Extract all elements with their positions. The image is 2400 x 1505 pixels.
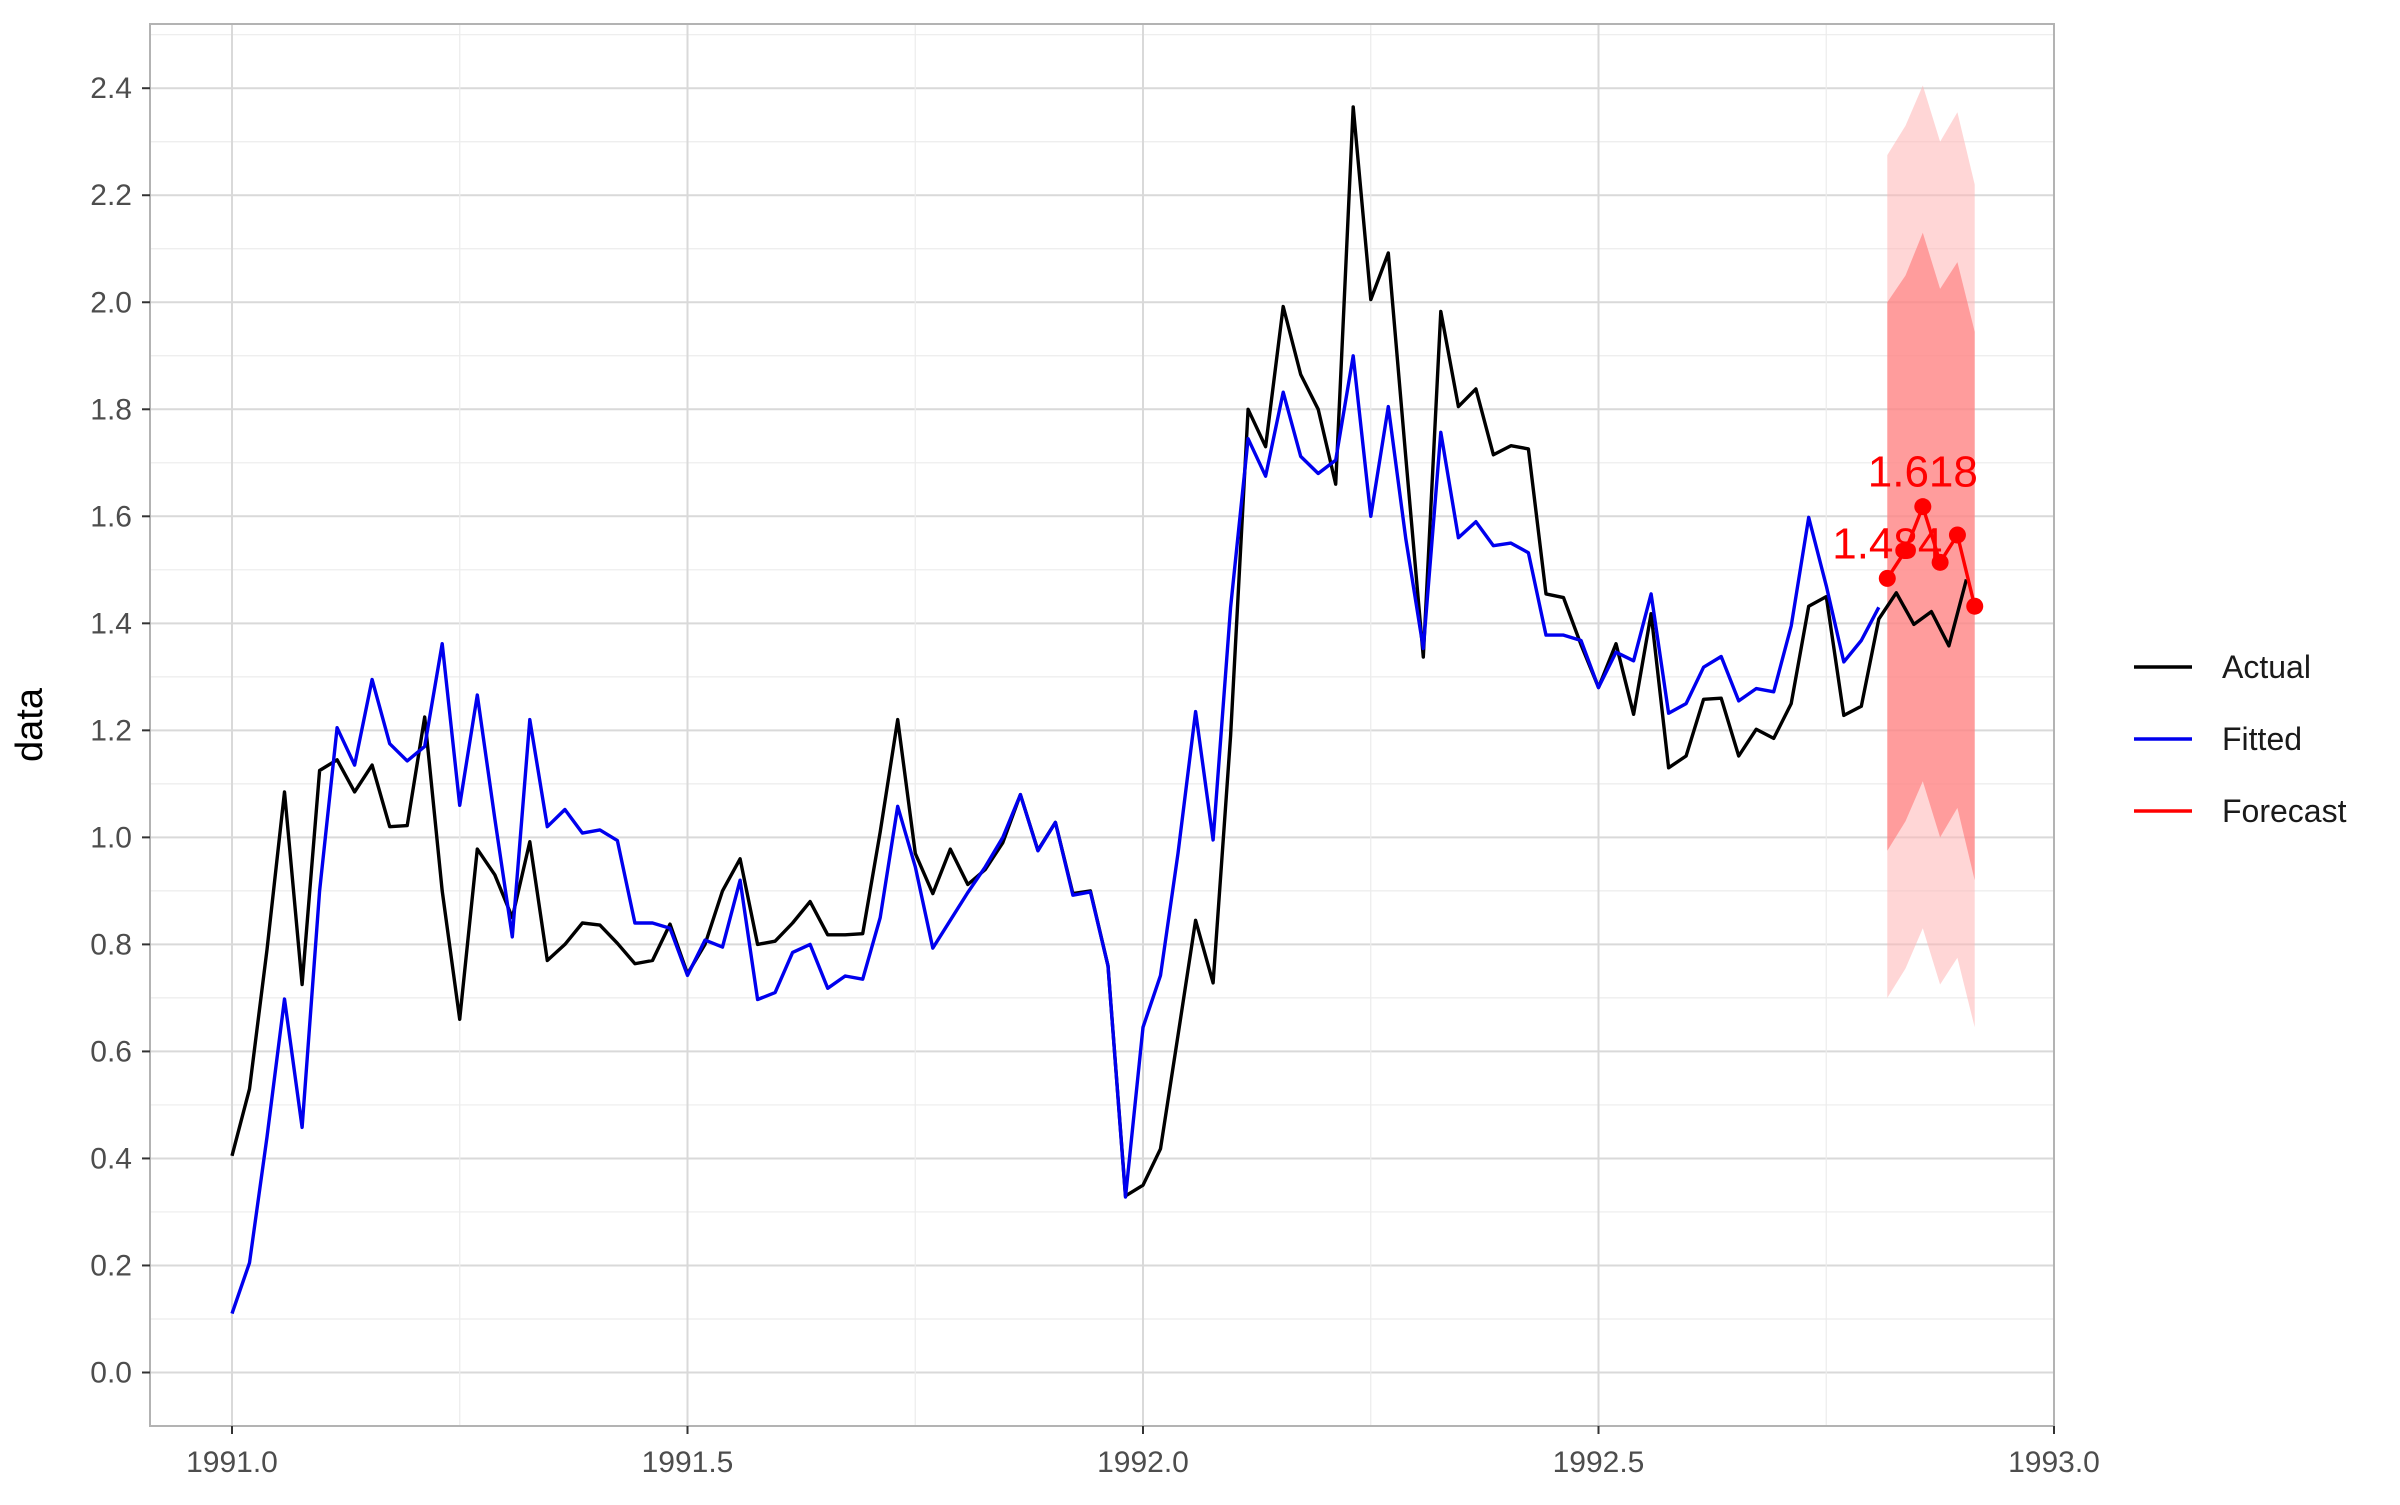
forecast-point xyxy=(1914,498,1932,516)
forecast-point xyxy=(1966,597,1984,615)
y-tick-label: 1.2 xyxy=(90,714,132,747)
legend-label-fitted: Fitted xyxy=(2222,721,2302,757)
y-tick-label: 1.6 xyxy=(90,500,132,533)
forecast-point xyxy=(1931,553,1949,571)
y-tick-label: 2.0 xyxy=(90,286,132,319)
y-tick-label: 0.0 xyxy=(90,1356,132,1389)
forecast-value-label: 1.484 xyxy=(1832,519,1942,568)
y-tick-label: 0.8 xyxy=(90,928,132,961)
forecast-point xyxy=(1948,526,1966,544)
fitted-series-line xyxy=(230,354,1881,1315)
legend-label-forecast: Forecast xyxy=(2222,793,2347,829)
forecast-80-interval xyxy=(1887,232,1975,881)
x-tick-label: 1992.0 xyxy=(1097,1446,1189,1479)
series-lines xyxy=(230,105,1969,1315)
y-tick-label: 2.4 xyxy=(90,72,132,105)
y-axis-title: data xyxy=(9,687,51,762)
forecast-point xyxy=(1878,569,1896,587)
x-tick-label: 1992.5 xyxy=(1553,1446,1645,1479)
y-tick-label: 0.2 xyxy=(90,1249,132,1282)
legend: Actual Fitted Forecast xyxy=(2134,649,2347,829)
forecast-intervals xyxy=(1887,85,1975,1028)
x-tick-label: 1991.5 xyxy=(642,1446,734,1479)
y-axis: 0.0 0.2 0.4 0.6 0.8 1.0 1.2 1.4 1.6 1.8 2.0 2.2 2.4 xyxy=(90,72,150,1389)
x-tick-label: 1991.0 xyxy=(186,1446,278,1479)
y-tick-label: 0.6 xyxy=(90,1035,132,1068)
y-tick-label: 2.2 xyxy=(90,179,132,212)
y-tick-label: 1.4 xyxy=(90,607,132,640)
y-tick-label: 1.0 xyxy=(90,821,132,854)
annotations: 1.484 1.618 xyxy=(1832,448,1978,569)
legend-label-actual: Actual xyxy=(2222,649,2311,685)
forecast-value-label: 1.618 xyxy=(1868,448,1978,497)
x-tick-label: 1993.0 xyxy=(2008,1446,2100,1479)
plot-panel-border xyxy=(149,23,2055,1427)
forecast-series xyxy=(1878,498,1984,615)
x-axis: 1991.0 1991.5 1992.0 1992.5 1993.0 xyxy=(186,1426,2100,1479)
forecast-point xyxy=(1897,542,1915,560)
y-tick-label: 1.8 xyxy=(90,393,132,426)
y-tick-label: 0.4 xyxy=(90,1142,132,1175)
